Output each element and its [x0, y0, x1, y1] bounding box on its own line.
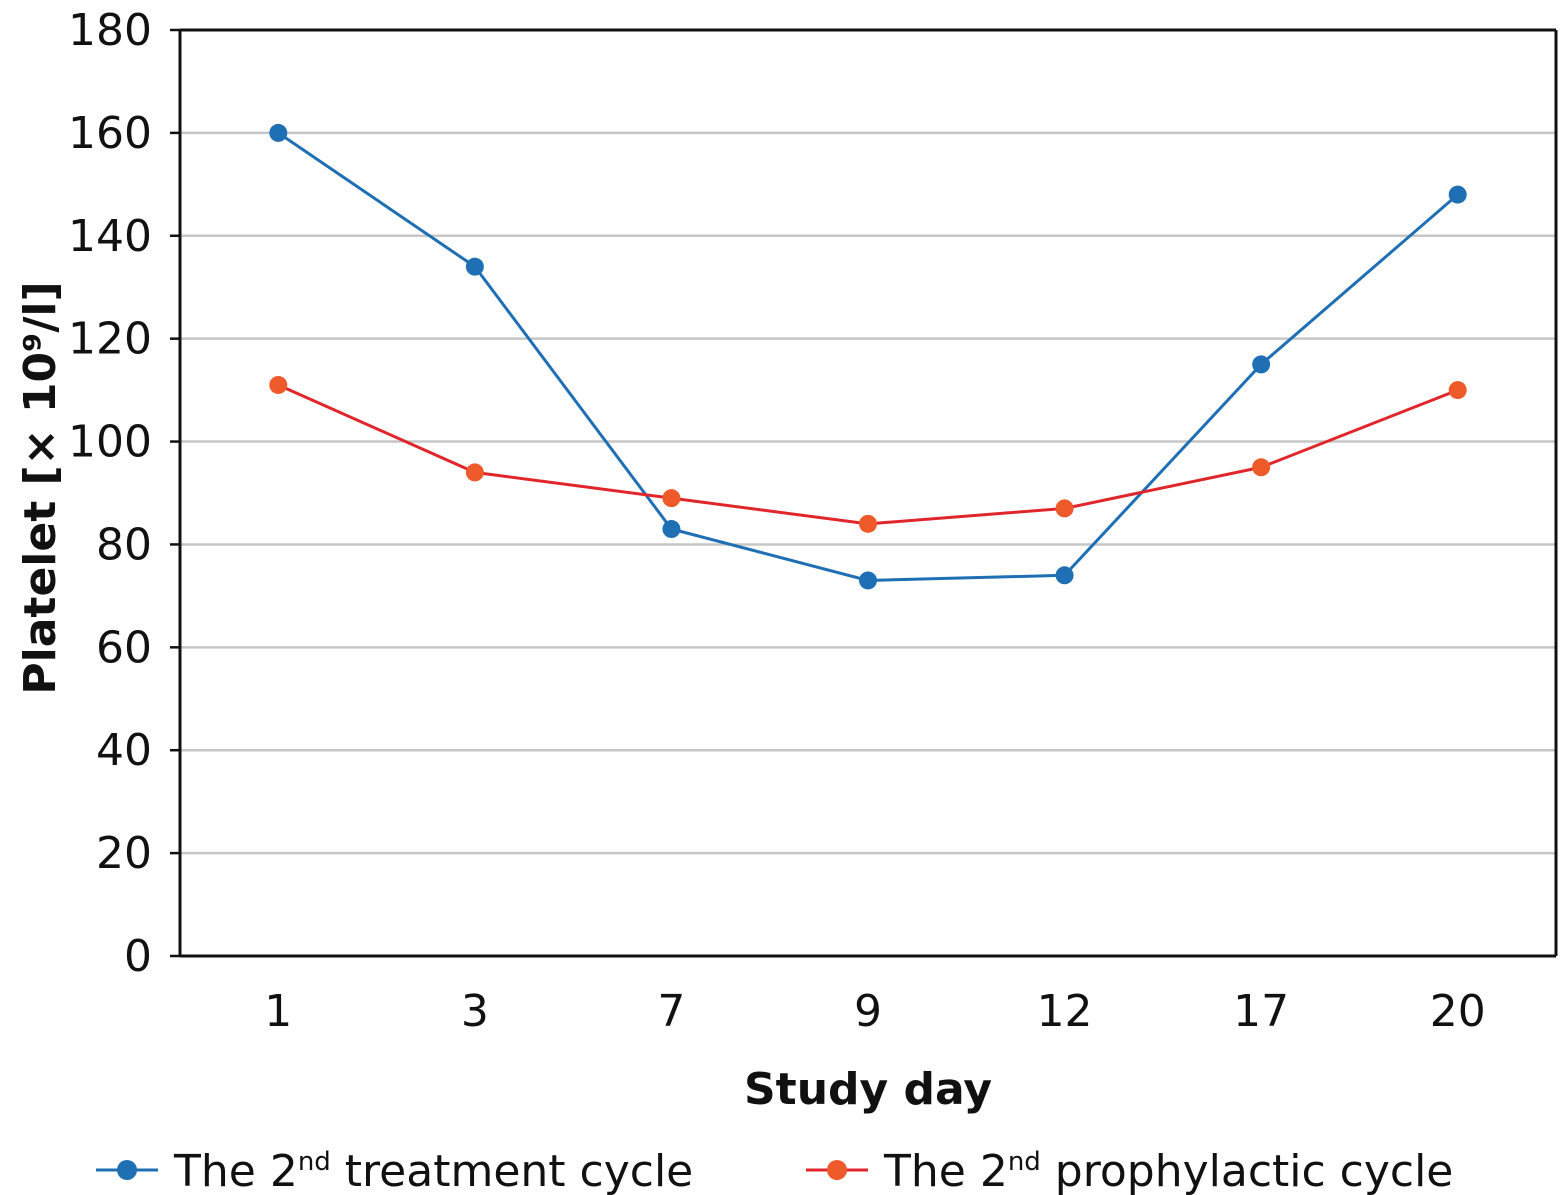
legend-label-prefix: The 2	[883, 1146, 1008, 1195]
y-tick-label: 140	[68, 211, 152, 262]
legend-swatch-marker	[827, 1160, 847, 1180]
series-line	[277, 131, 1459, 582]
y-tick-label: 100	[68, 417, 152, 468]
data-point	[1055, 499, 1074, 518]
data-point	[269, 375, 288, 394]
y-tick-label: 120	[68, 314, 152, 365]
data-point	[269, 123, 288, 142]
x-tick-label: 12	[1037, 986, 1093, 1037]
data-point	[1252, 355, 1271, 374]
gridlines	[180, 28, 1556, 855]
x-axis-title: Study day	[744, 1064, 992, 1115]
y-tick-label: 80	[96, 519, 152, 570]
data-point	[465, 257, 484, 276]
legend-label-superscript: nd	[298, 1147, 331, 1177]
x-tick-label: 1	[264, 986, 292, 1037]
legend-swatch-marker	[117, 1160, 137, 1180]
series-group	[269, 123, 1467, 590]
axes	[170, 28, 1558, 958]
series-0	[269, 123, 1467, 590]
y-tick-labels: 0 20 40 60 80 100 120 140 160 180	[68, 5, 152, 982]
y-axis-title: Platelet [× 10⁹/l]	[15, 281, 66, 694]
y-tick-label: 20	[96, 828, 152, 879]
legend-label-suffix: treatment cycle	[331, 1146, 693, 1195]
x-tick-labels: 1 3 7 9 12 17 20	[264, 986, 1485, 1037]
data-point	[1055, 566, 1074, 585]
data-point	[465, 463, 484, 482]
legend-item-treatment: The 2nd treatment cycle	[96, 1146, 693, 1195]
data-point	[662, 489, 681, 508]
legend-label-suffix: prophylactic cycle	[1041, 1146, 1454, 1195]
x-tick-label: 3	[461, 986, 489, 1037]
data-point	[1252, 458, 1271, 477]
series-1	[269, 375, 1467, 533]
x-tick-label: 7	[657, 986, 685, 1037]
legend-label-prefix: The 2	[173, 1146, 298, 1195]
x-tick-label: 17	[1233, 986, 1289, 1037]
data-point	[1448, 185, 1467, 204]
data-point	[859, 514, 877, 533]
legend-item-prophylactic: The 2nd prophylactic cycle	[806, 1146, 1453, 1195]
legend-label: The 2nd treatment cycle	[173, 1146, 693, 1195]
y-tick-label: 160	[68, 108, 152, 159]
y-tick-label: 60	[96, 622, 152, 673]
y-tick-label: 0	[124, 931, 152, 982]
y-tick-label: 180	[68, 5, 152, 56]
y-tick-label: 40	[96, 725, 152, 776]
data-point	[859, 571, 877, 590]
x-tick-label: 9	[854, 986, 882, 1037]
x-tick-label: 20	[1430, 986, 1486, 1037]
legend: The 2nd treatment cycle The 2nd prophyla…	[96, 1146, 1453, 1195]
data-point	[662, 520, 681, 539]
legend-label-superscript: nd	[1008, 1147, 1041, 1177]
series-line	[277, 383, 1459, 526]
data-point	[1448, 381, 1467, 400]
legend-label: The 2nd prophylactic cycle	[883, 1146, 1453, 1195]
